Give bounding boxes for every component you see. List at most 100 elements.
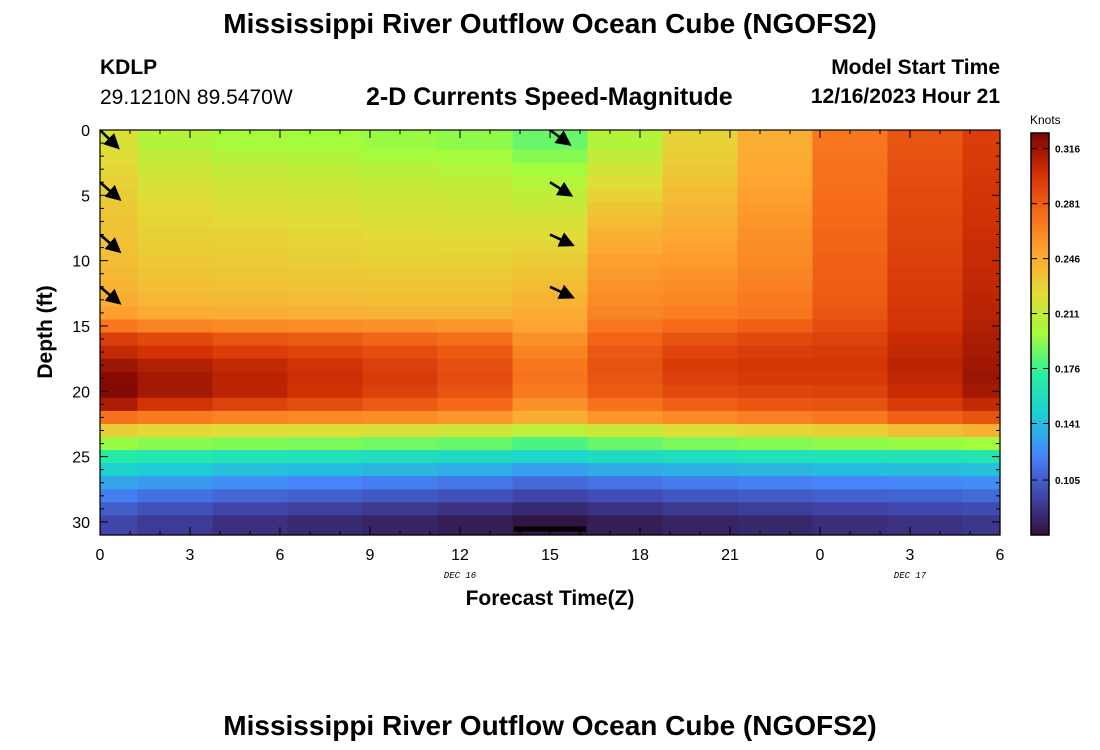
y-tick-label: 10 <box>72 254 90 271</box>
heatmap-cell <box>512 188 589 203</box>
heatmap-cell <box>587 201 664 216</box>
heatmap-cell <box>100 254 139 268</box>
heatmap-cell <box>887 476 964 490</box>
heatmap-cell <box>512 293 589 307</box>
heatmap-cell <box>437 280 514 294</box>
colorbar <box>1030 132 1050 536</box>
heatmap-cell <box>212 502 289 517</box>
heatmap-cell <box>212 227 289 242</box>
model-start-value: 12/16/2023 Hour 21 <box>810 85 1000 108</box>
heatmap-cell <box>512 306 589 321</box>
heatmap-cell <box>737 130 814 151</box>
heatmap-cell <box>512 463 589 477</box>
heatmap-cell <box>812 397 889 412</box>
heatmap-cell <box>212 188 289 203</box>
heatmap-cell <box>287 423 364 438</box>
heatmap-cell <box>662 175 739 190</box>
heatmap-cell <box>437 371 514 386</box>
heatmap-cell <box>662 423 739 438</box>
heatmap-cell <box>512 241 589 255</box>
heatmap-cell <box>587 437 664 451</box>
colorbar-tick-label: 0.211 <box>1055 310 1080 321</box>
heatmap-cell <box>437 332 514 347</box>
heatmap-cell <box>887 450 964 464</box>
heatmap-cell <box>512 162 589 177</box>
heatmap-cell <box>887 293 964 307</box>
heatmap-cell <box>587 371 664 386</box>
heatmap-cell <box>437 188 514 203</box>
heatmap-cell <box>100 463 139 477</box>
heatmap-cell <box>587 515 664 536</box>
heatmap-cell <box>662 489 739 503</box>
heatmap-cell <box>137 188 214 203</box>
heatmap-cell <box>737 502 814 517</box>
heatmap-cell <box>962 241 1001 255</box>
heatmap-cell <box>812 201 889 216</box>
heatmap-cell <box>812 437 889 451</box>
heatmap-cell <box>362 476 439 490</box>
heatmap-cell <box>212 358 289 373</box>
heatmap-cell <box>662 130 739 151</box>
heatmap-cell <box>587 410 664 425</box>
heatmap-cell <box>512 410 589 425</box>
heatmap-cell <box>737 319 814 334</box>
heatmap-cell <box>437 214 514 229</box>
heatmap-cell <box>662 306 739 321</box>
heatmap-cell <box>962 463 1001 477</box>
heatmap-cell <box>212 241 289 255</box>
heatmap-cell <box>962 371 1001 386</box>
heatmap-cell <box>962 306 1001 321</box>
heatmap-cell <box>287 515 364 536</box>
x-tick-label: 6 <box>996 547 1005 564</box>
model-start-label: Model Start Time <box>831 56 1000 79</box>
heatmap-cell <box>587 450 664 464</box>
heatmap-cell <box>887 175 964 190</box>
heatmap-cell <box>662 214 739 229</box>
y-axis-label: Depth (ft) <box>34 285 57 378</box>
heatmap-cell <box>287 254 364 268</box>
heatmap-cell <box>662 280 739 294</box>
heatmap-cell <box>362 397 439 412</box>
heatmap-cell <box>212 423 289 438</box>
heatmap-cell <box>812 463 889 477</box>
heatmap-cell <box>812 227 889 242</box>
heatmap-cell <box>137 175 214 190</box>
heatmap-cell <box>812 306 889 321</box>
heatmap-cell <box>362 515 439 536</box>
heatmap-cell <box>662 149 739 164</box>
heatmap-cell <box>962 319 1001 334</box>
colorbar-tick-label: 0.246 <box>1055 255 1080 266</box>
heatmap-cell <box>287 306 364 321</box>
heatmap-cell <box>212 254 289 268</box>
heatmap-cell <box>812 345 889 360</box>
heatmap-cell <box>587 254 664 268</box>
heatmap-cell <box>887 502 964 517</box>
heatmap-cell <box>512 384 589 399</box>
heatmap-cell <box>962 476 1001 490</box>
heatmap-cell <box>962 254 1001 268</box>
heatmap-cell <box>737 476 814 490</box>
x-tick-label: 0 <box>816 547 825 564</box>
heatmap-cell <box>737 306 814 321</box>
heatmap-cell <box>662 384 739 399</box>
heatmap-cell <box>662 437 739 451</box>
y-tick-label: 5 <box>81 188 90 205</box>
heatmap-cell <box>812 280 889 294</box>
heatmap-cell <box>962 332 1001 347</box>
heatmap-cell <box>587 175 664 190</box>
heatmap-cell <box>212 319 289 334</box>
heatmap-cell <box>887 397 964 412</box>
heatmap-cell <box>962 423 1001 438</box>
heatmap-cell <box>100 358 139 373</box>
x-axis-label: Forecast Time(Z) <box>466 587 635 610</box>
heatmap-cell <box>287 502 364 517</box>
heatmap-cell <box>887 214 964 229</box>
heatmap-cell <box>737 437 814 451</box>
x-tick-label: 9 <box>366 547 375 564</box>
current-vector-arrow <box>549 284 575 299</box>
heatmap-cell <box>437 306 514 321</box>
heatmap-cell <box>212 280 289 294</box>
heatmap-cell <box>512 437 589 451</box>
heatmap-cell <box>137 476 214 490</box>
heatmap-cell <box>812 241 889 255</box>
